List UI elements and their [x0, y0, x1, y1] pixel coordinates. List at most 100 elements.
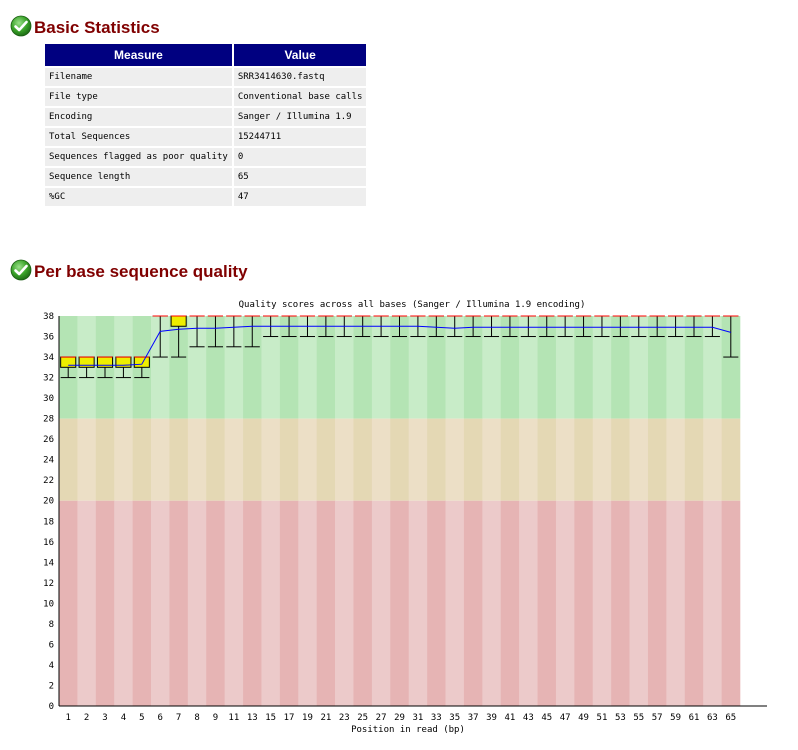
zone-poor-stripe [77, 500, 97, 706]
box-plot [115, 356, 132, 379]
zone-poor-stripe [353, 500, 373, 706]
x-tick-label: 39 [486, 713, 497, 723]
x-tick-label: 19 [302, 713, 313, 723]
x-tick-label: 13 [247, 713, 258, 723]
zone-acceptable-stripe [721, 418, 741, 501]
zone-good-stripe [555, 316, 575, 419]
y-tick-label: 22 [43, 476, 54, 486]
y-tick-label: 14 [43, 558, 54, 568]
x-tick-label: 43 [523, 713, 534, 723]
box-plot [539, 315, 555, 338]
zone-good-stripe [206, 316, 225, 419]
zone-acceptable-stripe [95, 418, 115, 501]
x-tick-label: 65 [725, 713, 736, 723]
box-plot [576, 315, 592, 338]
zone-acceptable-stripe [555, 418, 575, 501]
table-row: File type Conventional base calls [45, 88, 367, 106]
zone-acceptable-stripe [261, 418, 281, 501]
per-base-quality-title: Per base sequence quality [34, 262, 248, 281]
y-tick-label: 24 [43, 456, 54, 466]
box-series [60, 315, 739, 379]
zone-acceptable-stripe [77, 418, 97, 501]
y-tick-label: 10 [43, 599, 54, 609]
y-tick-label: 30 [43, 394, 54, 404]
zone-poor-stripe [500, 500, 520, 706]
box-plot [133, 356, 150, 379]
x-tick-label: 25 [357, 713, 368, 723]
zone-poor-stripe [279, 500, 299, 706]
x-tick-label: 6 [158, 713, 163, 723]
box-plot [649, 315, 665, 338]
y-tick-label: 36 [43, 333, 54, 343]
x-tick-label: 15 [265, 713, 276, 723]
x-tick-label: 49 [578, 713, 589, 723]
zone-acceptable-stripe [169, 418, 189, 501]
mean-series [68, 325, 731, 366]
iqr-box [170, 315, 187, 327]
x-tick-label: 29 [394, 713, 405, 723]
zone-good-stripe [611, 316, 630, 419]
measure-cell: Total Sequences [45, 128, 232, 146]
value-cell: 47 [233, 188, 367, 206]
x-tick-label: 2 [84, 713, 89, 723]
x-tick-label: 55 [633, 713, 644, 723]
y-tick-label: 32 [43, 374, 54, 384]
zone-good-stripe [647, 316, 667, 419]
x-tick-label: 3 [102, 713, 107, 723]
value-cell: 15244711 [233, 128, 367, 146]
zone-good-stripe [279, 316, 299, 419]
zone-poor-stripe [537, 500, 557, 706]
zone-poor-stripe [684, 500, 704, 706]
box-plot [428, 315, 444, 338]
zone-good-stripe [390, 316, 410, 419]
y-tick-label: 18 [43, 517, 54, 527]
zone-poor-stripe [463, 500, 483, 706]
x-tick-label: 45 [541, 713, 552, 723]
zone-poor-stripe [261, 500, 281, 706]
value-cell: Sanger / Illumina 1.9 [233, 108, 367, 126]
measure-cell: Sequence length [45, 168, 232, 186]
y-tick-label: 12 [43, 579, 54, 589]
zone-poor-stripe [95, 500, 115, 706]
zone-acceptable-stripe [427, 418, 446, 501]
x-tick-label: 1 [65, 713, 70, 723]
box-plot [78, 356, 95, 379]
x-tick-label: 41 [505, 713, 516, 723]
zone-acceptable-stripe [316, 418, 336, 501]
zone-good-stripe [224, 316, 244, 419]
per-base-quality-heading: Per base sequence quality [10, 258, 248, 282]
zone-good-stripe [243, 316, 262, 419]
x-tick-label: 4 [121, 713, 126, 723]
measure-cell: Encoding [45, 108, 232, 126]
zone-poor-stripe [703, 500, 722, 706]
x-tick-label: 9 [213, 713, 218, 723]
zone-good-stripe [261, 316, 281, 419]
y-tick-label: 20 [43, 497, 54, 507]
measure-cell: %GC [45, 188, 232, 206]
measure-cell: Sequences flagged as poor quality [45, 148, 232, 166]
zone-good-stripe [666, 316, 686, 419]
x-tick-label: 59 [670, 713, 681, 723]
zone-acceptable-stripe [335, 418, 354, 501]
box-plot [244, 315, 260, 348]
zone-good-stripe [371, 316, 391, 419]
zone-acceptable-stripe [574, 418, 594, 501]
x-tick-label: 7 [176, 713, 181, 723]
zone-poor-stripe [187, 500, 207, 706]
zone-acceptable-stripe [151, 418, 170, 501]
y-tick-label: 16 [43, 538, 54, 548]
y-tick-label: 28 [43, 415, 54, 425]
y-tick-label: 2 [49, 681, 54, 691]
zone-poor-stripe [647, 500, 667, 706]
y-tick-label: 26 [43, 435, 54, 445]
table-row: Filename SRR3414630.fastq [45, 68, 367, 86]
value-cell: 0 [233, 148, 367, 166]
x-tick-label: 5 [139, 713, 144, 723]
box-plot [520, 315, 536, 338]
zone-acceptable-stripe [59, 418, 78, 501]
zone-acceptable-stripe [592, 418, 612, 501]
zone-acceptable-stripe [298, 418, 317, 501]
zone-good-stripe [445, 316, 465, 419]
zone-good-stripe [316, 316, 336, 419]
